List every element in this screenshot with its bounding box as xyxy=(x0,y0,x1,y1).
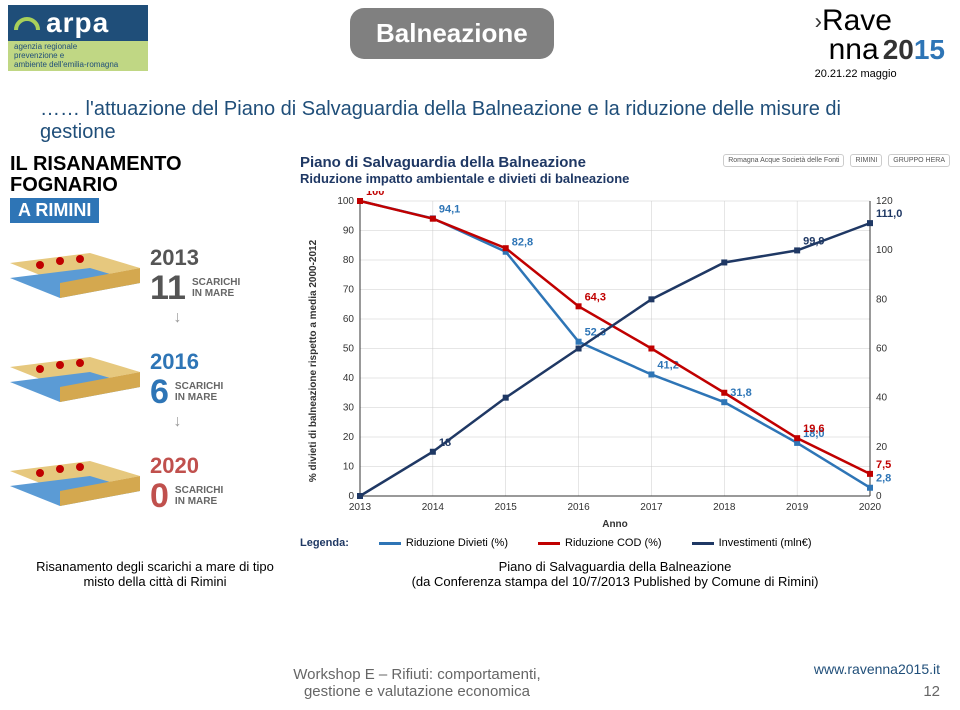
slide-header: arpa agenzia regionale prevenzione e amb… xyxy=(0,0,960,90)
svg-text:70: 70 xyxy=(343,285,355,296)
svg-text:20: 20 xyxy=(876,442,888,453)
svg-text:0: 0 xyxy=(876,491,882,502)
intro-text: …… l'attuazione del Piano di Salvaguardi… xyxy=(40,98,920,144)
arpa-name: arpa xyxy=(46,7,109,39)
svg-text:2019: 2019 xyxy=(786,502,809,513)
legend-title: Legenda: xyxy=(300,537,349,549)
svg-text:100: 100 xyxy=(876,245,893,256)
svg-text:2,8: 2,8 xyxy=(876,473,891,485)
partner-logo: RIMINI xyxy=(850,154,882,167)
legend: Legenda: Riduzione Divieti (%) Riduzione … xyxy=(300,537,950,549)
workshop-line2: gestione e valutazione economica xyxy=(20,683,814,700)
svg-text:7,5: 7,5 xyxy=(876,459,891,471)
caption-left: Risanamento degli scarichi a mare di tip… xyxy=(20,559,290,589)
legend-item: Riduzione Divieti (%) xyxy=(379,537,508,549)
svg-text:120: 120 xyxy=(876,196,893,207)
partner-logo: Romagna Acque Società delle Fonti xyxy=(723,154,844,167)
svg-text:19,6: 19,6 xyxy=(803,423,824,435)
rav-l2: nna xyxy=(829,37,879,63)
page-number: 12 xyxy=(814,683,940,700)
svg-text:50: 50 xyxy=(343,344,355,355)
content-row: IL RISANAMENTO FOGNARIO A RIMINI 2013 11… xyxy=(0,154,960,549)
svg-text:20: 20 xyxy=(343,432,355,443)
slide-title: Balneazione xyxy=(350,8,554,59)
caption-right2: (da Conferenza stampa del 10/7/2013 Publ… xyxy=(290,574,940,589)
rav-20: 20 xyxy=(883,34,914,65)
svg-text:2015: 2015 xyxy=(495,502,518,513)
svg-text:90: 90 xyxy=(343,226,355,237)
svg-text:111,0: 111,0 xyxy=(876,208,902,220)
svg-text:0: 0 xyxy=(348,491,354,502)
svg-text:60: 60 xyxy=(343,314,355,325)
arrow-down-icon: ↓ xyxy=(65,413,290,431)
risana-t3: A RIMINI xyxy=(10,198,99,223)
risana-block-2020: 2020 0 SCARICHIIN MARE xyxy=(10,453,290,513)
legend-item: Investimenti (mln€) xyxy=(692,537,812,549)
chart-title2: Riduzione impatto ambientale e divieti d… xyxy=(300,171,713,186)
svg-text:2017: 2017 xyxy=(640,502,663,513)
rav-dates: 20.21.22 xyxy=(815,68,858,80)
svg-text:94,1: 94,1 xyxy=(439,203,460,215)
footer-url: www.ravenna2015.it xyxy=(814,661,940,677)
svg-text:10: 10 xyxy=(343,462,355,473)
chart-title1: Piano di Salvaguardia della Balneazione xyxy=(300,154,713,171)
svg-text:Anno: Anno xyxy=(602,519,628,530)
chart-area: 0 10 20 30 40 50 60 70 80 90 100 0 20 40 60 80 100 120 201… xyxy=(300,191,920,531)
partner-logo: GRUPPO HERA xyxy=(888,154,950,167)
svg-text:64,3: 64,3 xyxy=(585,291,606,303)
partner-logos: Romagna Acque Società delle Fonti RIMINI G… xyxy=(723,154,950,167)
svg-text:100: 100 xyxy=(366,191,384,198)
risana-t1: IL RISANAMENTO xyxy=(10,154,290,175)
svg-text:2016: 2016 xyxy=(567,502,590,513)
risana-t2: FOGNARIO xyxy=(10,175,290,196)
svg-text:18: 18 xyxy=(439,437,451,449)
captions: Risanamento degli scarichi a mare di tip… xyxy=(0,549,960,589)
rav-month: maggio xyxy=(861,68,897,80)
rav-15: 15 xyxy=(914,34,945,65)
footer: Workshop E – Rifiuti: comportamenti, ges… xyxy=(0,661,960,700)
svg-text:2013: 2013 xyxy=(349,502,372,513)
svg-text:82,8: 82,8 xyxy=(512,237,533,249)
arrow-down-icon: ↓ xyxy=(65,309,290,327)
left-infographic: IL RISANAMENTO FOGNARIO A RIMINI 2013 11… xyxy=(10,154,290,549)
svg-text:99,9: 99,9 xyxy=(803,235,824,247)
arpa-logo: arpa agenzia regionale prevenzione e amb… xyxy=(8,5,148,57)
svg-text:2018: 2018 xyxy=(713,502,736,513)
chart-panel: Piano di Salvaguardia della Balneazione … xyxy=(300,154,950,549)
svg-text:80: 80 xyxy=(876,294,888,305)
risana-block-2016: 2016 6 SCARICHIIN MARE xyxy=(10,349,290,409)
ravenna-logo: ›Rave nna 2015 20.21.22 maggio xyxy=(815,8,945,80)
svg-text:80: 80 xyxy=(343,255,355,266)
legend-item: Riduzione COD (%) xyxy=(538,537,662,549)
risana-block-2013: 2013 11 SCARICHIIN MARE xyxy=(10,245,290,305)
svg-text:2014: 2014 xyxy=(422,502,445,513)
svg-text:2020: 2020 xyxy=(859,502,882,513)
svg-text:40: 40 xyxy=(343,373,355,384)
workshop-line1: Workshop E – Rifiuti: comportamenti, xyxy=(20,666,814,683)
svg-text:41,2: 41,2 xyxy=(657,359,678,371)
caption-right1: Piano di Salvaguardia della Balneazione xyxy=(290,559,940,574)
svg-text:40: 40 xyxy=(876,393,888,404)
svg-text:100: 100 xyxy=(337,196,354,207)
arpa-sub3: ambiente dell'emilia-romagna xyxy=(14,61,142,70)
svg-text:30: 30 xyxy=(343,403,355,414)
svg-text:60: 60 xyxy=(876,344,888,355)
svg-text:% divieti di balneazione rispe: % divieti di balneazione rispetto a medi… xyxy=(308,239,319,482)
